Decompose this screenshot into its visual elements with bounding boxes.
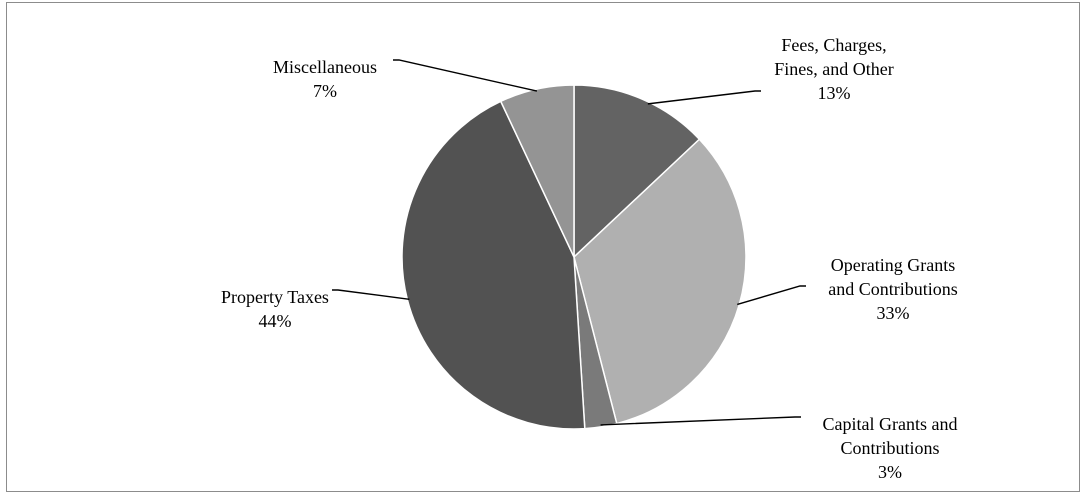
slice-category-label: and Contributions xyxy=(828,279,958,299)
leader-line-fees-charges-fines-and-other xyxy=(647,90,761,105)
leader-line-miscellaneous xyxy=(393,59,538,92)
slice-percent-label: 3% xyxy=(878,462,902,482)
data-label-capital-grants-and-contributions: Capital Grants and Contributions 3% xyxy=(823,414,958,482)
data-label-property-taxes: Property Taxes 44% xyxy=(221,287,329,331)
slice-category-label: Contributions xyxy=(840,438,939,458)
data-label-fees-charges-fines-and-other: Fees, Charges, Fines, and Other 13% xyxy=(774,35,893,103)
leader-line-operating-grants-and-contributions xyxy=(737,285,806,306)
slice-category-label: Property Taxes xyxy=(221,287,329,307)
pie-slice-miscellaneous xyxy=(499,84,575,258)
leader-line-capital-grants-and-contributions xyxy=(600,416,801,426)
data-labels: Fees, Charges, Fines, and Other 13% Operati… xyxy=(221,35,958,482)
pie-slice-fees-charges-fines-and-other xyxy=(573,84,701,259)
slice-percent-label: 7% xyxy=(313,81,337,101)
slice-category-label: Capital Grants and xyxy=(823,414,958,434)
slice-category-label: Fees, Charges, xyxy=(781,35,886,55)
data-label-operating-grants-and-contributions: Operating Grants and Contributions 33% xyxy=(828,255,958,323)
pie-slice-operating-grants-and-contributions xyxy=(573,138,747,425)
data-label-miscellaneous: Miscellaneous 7% xyxy=(273,57,377,101)
slice-category-label: Fines, and Other xyxy=(774,59,893,79)
leader-lines xyxy=(332,59,806,426)
slice-percent-label: 33% xyxy=(877,303,910,323)
leader-line-property-taxes xyxy=(332,289,410,300)
slice-percent-label: 44% xyxy=(259,311,292,331)
slice-percent-label: 13% xyxy=(818,83,851,103)
slice-category-label: Miscellaneous xyxy=(273,57,377,77)
slice-category-label: Operating Grants xyxy=(831,255,955,275)
pie-slices xyxy=(401,84,747,430)
